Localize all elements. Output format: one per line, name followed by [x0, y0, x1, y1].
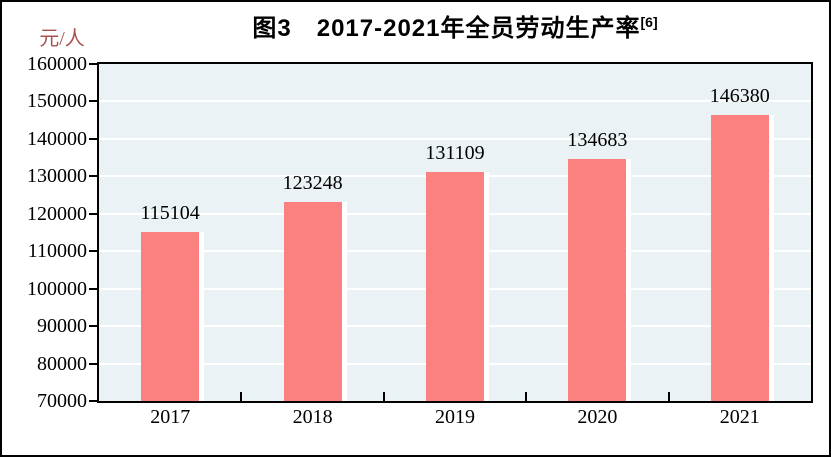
y-axis-tick — [89, 137, 97, 140]
plot-area: 115104 123248 131109 134683 146380 — [97, 62, 813, 403]
x-tick-label: 2017 — [150, 406, 191, 428]
y-axis-unit-label: 元/人 — [39, 28, 85, 50]
y-axis-tick — [89, 212, 97, 215]
x-tick-label: 2018 — [292, 406, 333, 428]
y-axis-tick — [89, 175, 97, 178]
y-axis-tick — [89, 63, 97, 65]
bar — [710, 115, 769, 401]
y-tick-label: 130000 — [27, 165, 87, 188]
bar-value-label: 123248 — [282, 171, 343, 194]
x-tick-label: 2019 — [435, 406, 475, 428]
y-axis-tick — [89, 287, 97, 290]
x-tick-label: 2021 — [719, 406, 760, 428]
y-axis-tick — [89, 100, 97, 103]
bar — [141, 232, 200, 401]
gridline — [99, 100, 811, 103]
bar — [426, 172, 484, 401]
x-tick-label: 2020 — [577, 406, 618, 428]
y-tick-label: 110000 — [27, 240, 87, 263]
chart-title-text: 图3 2017-2021年全员劳动生产率 — [252, 15, 641, 42]
x-axis-tick — [667, 392, 670, 401]
y-tick-label: 100000 — [27, 277, 87, 300]
bar — [568, 158, 627, 401]
bar-value-label: 131109 — [425, 142, 485, 165]
bar-value-label: 115104 — [140, 202, 200, 225]
y-axis-tick — [89, 362, 97, 365]
y-tick-label: 70000 — [37, 390, 87, 412]
chart-title-footnote-marker: [6] — [640, 14, 658, 30]
y-tick-label: 150000 — [27, 90, 87, 113]
bar — [283, 201, 342, 401]
x-axis-tick — [525, 392, 528, 401]
bar-value-label: 134683 — [567, 128, 628, 151]
y-axis-tick — [89, 250, 97, 253]
y-axis-tick — [89, 325, 97, 328]
bar-value-label: 146380 — [709, 85, 770, 107]
chart-title: 图3 2017-2021年全员劳动生产率[6] — [97, 8, 813, 43]
x-axis-tick — [240, 392, 243, 401]
y-tick-label: 120000 — [27, 202, 87, 225]
y-tick-label: 160000 — [27, 53, 87, 75]
y-axis-tick — [89, 400, 97, 402]
gridline — [99, 137, 811, 140]
y-tick-label: 140000 — [27, 127, 87, 150]
y-tick-label: 80000 — [37, 352, 87, 375]
y-tick-label: 90000 — [37, 315, 87, 338]
x-axis-tick — [382, 392, 385, 401]
